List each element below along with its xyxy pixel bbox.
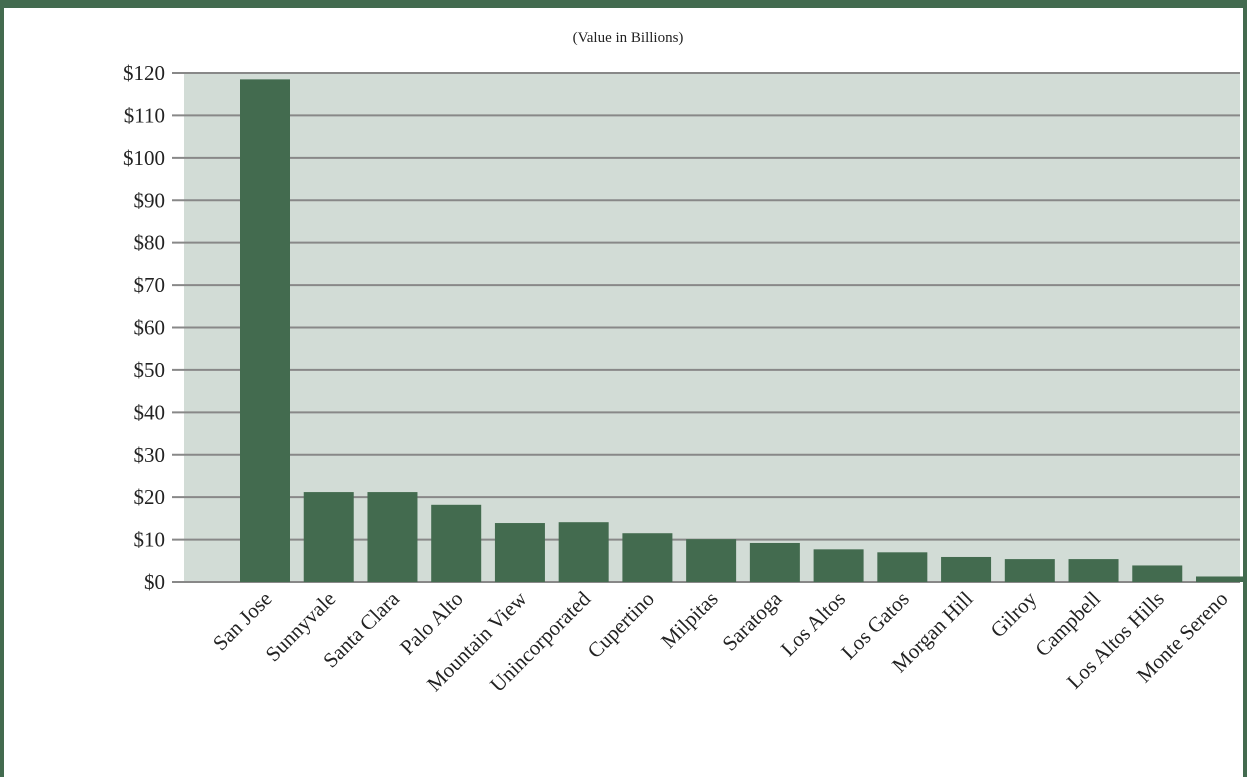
bar (240, 79, 290, 583)
y-tick-label: $100 (123, 146, 165, 170)
y-tick-label: $80 (134, 231, 166, 255)
bar (622, 533, 673, 582)
y-tick-label: $30 (134, 443, 166, 467)
gridlines (172, 72, 1240, 583)
bar (558, 522, 609, 582)
y-tick-label: $110 (124, 103, 165, 127)
y-tick-label: $70 (134, 273, 166, 297)
bar (494, 523, 545, 582)
bar (941, 556, 992, 582)
y-tick-label: $40 (134, 400, 166, 424)
x-tick-label: Gilroy (986, 586, 1042, 642)
bar (367, 492, 418, 582)
bar (877, 552, 928, 582)
bar (1004, 559, 1055, 582)
bar (1132, 565, 1183, 582)
y-tick-label: $50 (134, 358, 166, 382)
y-tick-label: $10 (134, 528, 166, 552)
bar (303, 492, 354, 582)
bar (1068, 559, 1119, 582)
y-tick-label: $90 (134, 188, 166, 212)
x-tick-label: Milpitas (656, 587, 722, 653)
bar (813, 549, 864, 582)
bar (431, 504, 482, 582)
y-tick-label: $60 (134, 316, 166, 340)
bar (1196, 576, 1246, 582)
chart-subtitle: (Value in Billions) (573, 30, 684, 46)
y-tick-label: $120 (123, 61, 165, 85)
x-tick-label: Cupertino (583, 587, 659, 663)
y-axis-ticks: $0 $10 $20 $30 $40 $50 $60 $70 $80 $90 $100 $110 $12… (123, 61, 165, 594)
bars (240, 79, 1246, 583)
bar (686, 539, 737, 582)
y-tick-label: $0 (144, 570, 165, 594)
bar (749, 542, 800, 582)
y-tick-label: $20 (134, 485, 166, 509)
